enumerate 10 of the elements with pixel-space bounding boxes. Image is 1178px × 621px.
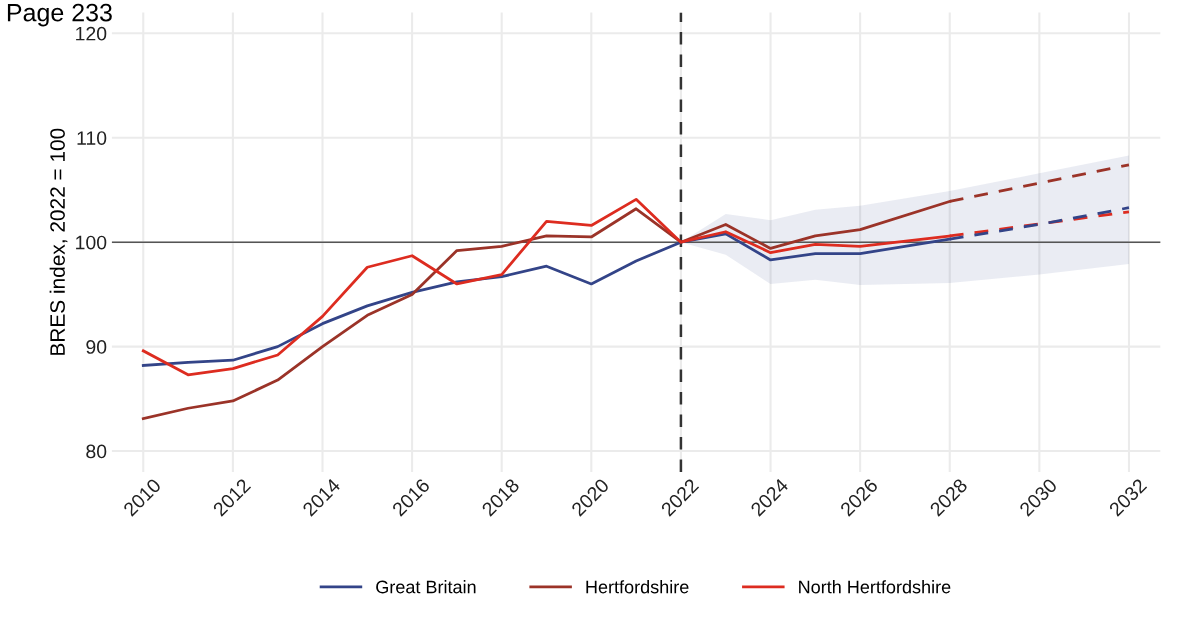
y-tick-label: 120 [76, 26, 107, 41]
legend-label: Great Britain [376, 580, 476, 594]
y-axis-title: BRES index, 2022 = 100 [49, 128, 68, 355]
y-tick-label: 80 [86, 444, 107, 459]
legend-label: North Hertfordshire [799, 580, 951, 594]
y-tick-label: 110 [77, 131, 107, 145]
y-tick-label: 100 [76, 235, 107, 250]
y-tick-label: 90 [86, 340, 107, 354]
text: Page 233 [7, 3, 112, 27]
legend-label: Hertfordshire [586, 580, 689, 594]
